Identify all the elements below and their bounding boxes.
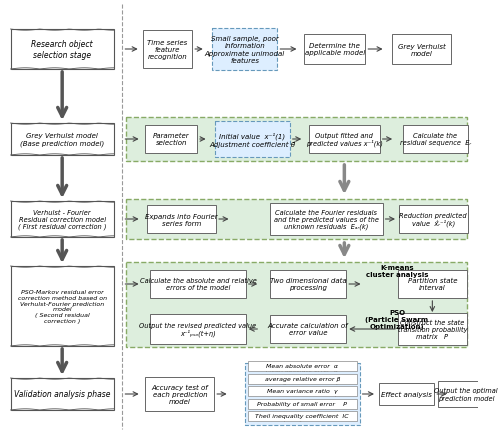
Text: Grey Verhulst model
(Base prediction model): Grey Verhulst model (Base prediction mod… [20, 133, 104, 147]
Bar [126, 200, 467, 240]
Text: Validation analysis phase: Validation analysis phase [14, 390, 110, 398]
Bar [10, 266, 114, 346]
Text: Parameter
selection: Parameter selection [153, 133, 190, 146]
Bar [270, 270, 346, 298]
Bar [126, 263, 467, 347]
Bar [270, 204, 382, 236]
Text: Initial value  x⁻¹(1)
Adjustment coefficient θ̂: Initial value x⁻¹(1) Adjustment coeffici… [210, 132, 296, 148]
Text: Mean variance ratio  γ: Mean variance ratio γ [267, 388, 338, 394]
Text: Theil inequality coefficient  IC: Theil inequality coefficient IC [256, 414, 349, 418]
Bar [379, 383, 434, 405]
Text: Determine the
applicable model: Determine the applicable model [304, 43, 365, 56]
Text: Accurate calculation of
error value: Accurate calculation of error value [268, 323, 348, 336]
Bar [10, 30, 114, 70]
Bar [398, 313, 467, 345]
Bar [148, 206, 216, 233]
Text: Output the revised predicted value
x⁻¹ₚₛₒ(t+η): Output the revised predicted value x⁻¹ₚₛ… [140, 322, 256, 337]
Bar [398, 270, 467, 298]
Text: PSO
(Particle Swarm
Optimization): PSO (Particle Swarm Optimization) [366, 309, 428, 329]
Bar [10, 378, 114, 410]
Bar [438, 381, 494, 407]
Text: PSO-Markov residual error
correction method based on
Verhulst-Fourier prediction: PSO-Markov residual error correction met… [18, 289, 106, 323]
Text: Partition state
interval: Partition state interval [408, 278, 457, 291]
Text: Calculate the absolute and relative
errors of the model: Calculate the absolute and relative erro… [140, 278, 256, 291]
Bar [150, 314, 246, 344]
Text: K-means
cluster analysis: K-means cluster analysis [366, 265, 428, 278]
Bar [212, 29, 278, 71]
Text: Research object
selection stage: Research object selection stage [32, 40, 93, 59]
Text: Expands into Fourier
series form: Expands into Fourier series form [146, 213, 218, 226]
Text: Mean absolute error  α: Mean absolute error α [266, 364, 338, 368]
Bar [399, 206, 468, 233]
Bar [309, 126, 380, 154]
Text: Probability of small error    P: Probability of small error P [258, 401, 347, 406]
Bar [248, 398, 357, 408]
Bar [248, 411, 357, 421]
Text: Construct the state
transition probability
matrix   P: Construct the state transition probabili… [398, 319, 467, 339]
Bar [248, 386, 357, 396]
Bar [248, 361, 357, 371]
Bar [270, 315, 346, 343]
Bar [402, 126, 468, 154]
Text: Verhulst - Fourier
Residual correction model
( First residual correction ): Verhulst - Fourier Residual correction m… [18, 209, 106, 230]
Text: Calculate the
residual sequence  Eᵣ: Calculate the residual sequence Eᵣ [400, 133, 471, 146]
Bar [215, 122, 290, 158]
Text: average relative error β: average relative error β [264, 376, 340, 381]
Text: Output fitted and
predicted values x⁻¹(k): Output fitted and predicted values x⁻¹(k… [306, 132, 383, 147]
Bar [146, 377, 214, 411]
Text: Mean absolute error  α

average relative error β

Mean variance ratio  γ

Probab: Mean absolute error α average relative e… [256, 367, 349, 421]
Bar [126, 118, 467, 161]
Text: Effect analysis: Effect analysis [381, 391, 432, 397]
Text: Output the optimal
prediction model: Output the optimal prediction model [434, 388, 498, 401]
Bar [142, 31, 192, 69]
Text: Reduction predicted
value  x̂ᵣ⁻¹(k): Reduction predicted value x̂ᵣ⁻¹(k) [400, 212, 467, 227]
Text: Time series
feature
recognition: Time series feature recognition [148, 40, 188, 60]
Bar [304, 35, 366, 65]
Bar [146, 126, 197, 154]
Bar [10, 201, 114, 237]
Bar [10, 124, 114, 156]
Text: Two dimensional data
processing: Two dimensional data processing [270, 278, 346, 291]
Bar [150, 270, 246, 298]
Bar [392, 35, 452, 65]
Bar [245, 363, 360, 425]
Text: Small sample, poor
information
Approximate unimodal
features: Small sample, poor information Approxima… [204, 36, 285, 64]
Text: Calculate the Fourier residuals
and the predicted values of the
unknown residual: Calculate the Fourier residuals and the … [274, 209, 378, 230]
Text: Grey Verhulst
model: Grey Verhulst model [398, 43, 446, 56]
Text: Accuracy test of
each prediction
model: Accuracy test of each prediction model [152, 384, 208, 404]
Bar [248, 374, 357, 384]
